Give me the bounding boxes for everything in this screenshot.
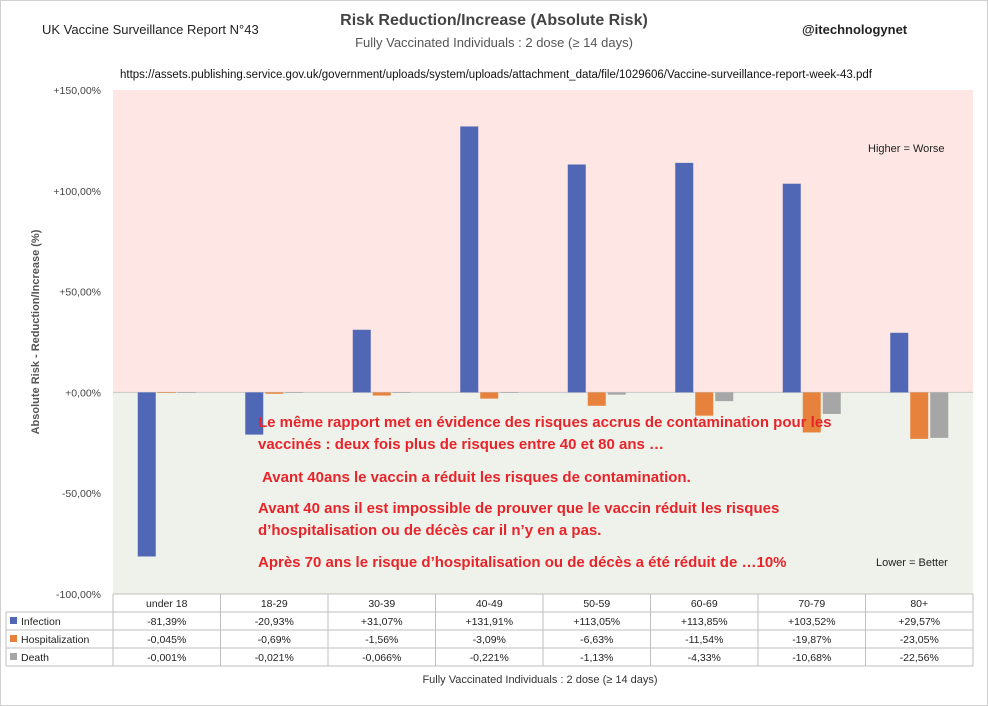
bar-death-6 <box>822 392 841 414</box>
data-label: -1,56% <box>365 634 398 646</box>
data-label: -3,09% <box>473 634 506 646</box>
data-label: -81,39% <box>147 616 186 628</box>
chart-subtitle: Fully Vaccinated Individuals : 2 dose (≥… <box>355 35 633 50</box>
report-title: UK Vaccine Surveillance Report N°43 <box>42 22 259 37</box>
data-label: +113,85% <box>681 616 728 628</box>
y-tick-label: +0,00% <box>65 387 101 399</box>
source-url: https://assets.publishing.service.gov.uk… <box>120 69 872 81</box>
commentary-line: Après 70 ans le risque d’hospitalisation… <box>258 554 787 571</box>
data-label: -0,69% <box>258 634 291 646</box>
bar-infection-0 <box>137 392 156 557</box>
x-tick-label: 18-29 <box>261 598 288 610</box>
data-label: +131,91% <box>465 616 513 628</box>
bar-infection-5 <box>675 162 694 393</box>
higher-worse-label: Higher = Worse <box>868 143 945 155</box>
lower-better-label: Lower = Better <box>876 557 948 569</box>
legend-swatch-hospitalization <box>10 635 17 642</box>
bar-hospitalization-3 <box>480 392 499 399</box>
x-tick-label: 30-39 <box>368 598 395 610</box>
data-label: -0,045% <box>147 634 186 646</box>
bar-death-7 <box>930 392 949 438</box>
data-label: -19,87% <box>792 634 831 646</box>
commentary-line: Avant 40 ans il est impossible de prouve… <box>258 500 780 517</box>
bar-hospitalization-6 <box>802 392 821 433</box>
x-tick-label: 80+ <box>910 598 928 610</box>
bar-infection-2 <box>352 329 371 393</box>
data-label: -23,05% <box>900 634 939 646</box>
bar-hospitalization-2 <box>372 392 391 396</box>
bar-infection-4 <box>567 164 586 393</box>
bar-hospitalization-5 <box>695 392 714 416</box>
data-label: -0,001% <box>147 652 186 664</box>
commentary-line: Avant 40ans le vaccin a réduit les risqu… <box>262 469 691 486</box>
bar-death-4 <box>607 392 626 395</box>
legend-label-infection: Infection <box>21 616 61 628</box>
bar-hospitalization-0 <box>157 392 176 393</box>
bar-infection-3 <box>460 126 479 393</box>
data-label: -20,93% <box>255 616 294 628</box>
data-label: -6,63% <box>580 634 613 646</box>
data-label: -0,066% <box>362 652 401 664</box>
data-label: -4,33% <box>688 652 721 664</box>
data-label: +31,07% <box>361 616 403 628</box>
chart-title: Risk Reduction/Increase (Absolute Risk) <box>340 12 648 29</box>
positive-zone <box>113 90 973 393</box>
bar-infection-7 <box>890 332 909 393</box>
legend-swatch-death <box>10 653 17 660</box>
y-axis-label: Absolute Risk - Reduction/Increase (%) <box>30 229 42 435</box>
y-tick-label: -50,00% <box>62 488 101 500</box>
bar-death-3 <box>500 392 519 393</box>
bar-hospitalization-1 <box>265 392 284 394</box>
data-label: -0,021% <box>255 652 294 664</box>
commentary-line: vaccinés : deux fois plus de risques ent… <box>258 436 664 453</box>
commentary-overlay: Le même rapport met en évidence des risq… <box>258 412 832 574</box>
data-label: +113,05% <box>573 616 620 628</box>
bar-death-1 <box>285 392 304 393</box>
y-tick-label: +150,00% <box>53 85 101 97</box>
bar-infection-6 <box>782 183 801 393</box>
data-label: +103,52% <box>788 616 836 628</box>
x-tick-label: 50-59 <box>583 598 610 610</box>
x-tick-label: under 18 <box>146 598 188 610</box>
bar-death-0 <box>177 392 196 393</box>
bar-death-5 <box>715 392 734 402</box>
y-tick-label: +50,00% <box>59 287 101 299</box>
y-tick-label: -100,00% <box>56 589 101 601</box>
x-tick-label: 70-79 <box>798 598 825 610</box>
legend-label-hospitalization: Hospitalization <box>21 634 89 646</box>
bar-hospitalization-7 <box>910 392 929 439</box>
x-axis-label: Fully Vaccinated Individuals : 2 dose (≥… <box>422 674 658 686</box>
data-label: -0,221% <box>470 652 509 664</box>
y-tick-label: +100,00% <box>53 186 101 198</box>
commentary-line: Le même rapport met en évidence des risq… <box>258 414 832 431</box>
legend-label-death: Death <box>21 652 49 664</box>
data-label: -11,54% <box>685 634 723 646</box>
x-tick-label: 40-49 <box>476 598 503 610</box>
x-tick-label: 60-69 <box>691 598 718 610</box>
data-label: -22,56% <box>900 652 939 664</box>
commentary-line: d’hospitalisation ou de décès car il n’y… <box>258 522 602 539</box>
bar-hospitalization-4 <box>587 392 606 406</box>
data-label: -10,68% <box>792 652 831 664</box>
legend-swatch-infection <box>10 617 17 624</box>
data-label: -1,13% <box>580 652 613 664</box>
author-handle: @itechnologynet <box>802 22 908 37</box>
data-label: +29,57% <box>898 616 940 628</box>
bar-death-2 <box>392 392 411 393</box>
bar-infection-1 <box>245 392 264 435</box>
